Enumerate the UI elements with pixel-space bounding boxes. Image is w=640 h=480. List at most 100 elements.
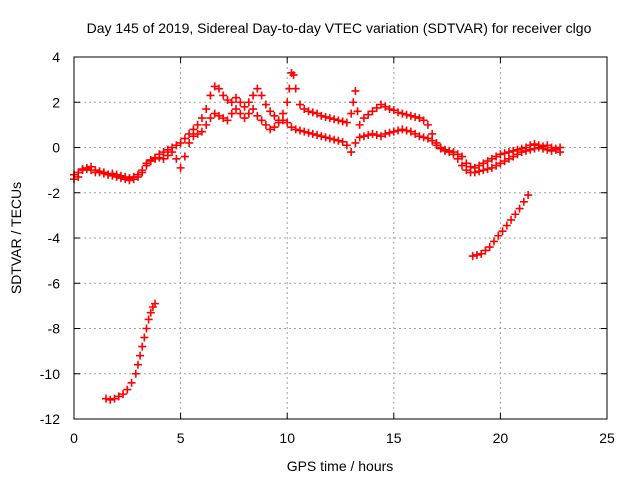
data-point: [249, 105, 258, 114]
data-point: [110, 394, 119, 403]
grid: [74, 57, 607, 419]
data-point: [472, 250, 481, 259]
data-point: [381, 102, 390, 111]
data-point: [500, 149, 509, 158]
data-point: [507, 215, 516, 224]
data-point: [377, 132, 386, 141]
data-point: [219, 91, 228, 100]
data-point: [244, 98, 253, 107]
data-point: [513, 150, 522, 159]
data-point: [479, 159, 488, 168]
data-point: [253, 84, 262, 93]
data-point: [313, 131, 322, 140]
data-point: [283, 118, 292, 127]
data-point: [304, 128, 313, 137]
data-point: [483, 164, 492, 173]
data-point: [485, 243, 494, 252]
data-point: [253, 111, 262, 120]
data-point: [496, 150, 505, 159]
data-point: [492, 161, 501, 170]
data-point: [515, 204, 524, 213]
data-point: [504, 148, 513, 157]
data-point: [278, 109, 287, 118]
data-point: [295, 126, 304, 135]
y-tick-label: 4: [52, 49, 60, 65]
data-point: [176, 163, 185, 172]
data-point: [423, 120, 432, 129]
data-point: [389, 127, 398, 136]
data-point: [353, 107, 362, 116]
data-point: [249, 91, 258, 100]
data-point: [197, 114, 206, 123]
chart-title: Day 145 of 2019, Sidereal Day-to-day VTE…: [87, 20, 592, 36]
data-point: [355, 120, 364, 129]
data-point: [415, 132, 424, 141]
y-tick-label: -10: [40, 366, 60, 382]
data-point: [534, 143, 543, 152]
data-point: [287, 123, 296, 132]
data-point: [359, 114, 368, 123]
data-point: [193, 120, 202, 129]
data-point: [502, 221, 511, 230]
data-point: [524, 191, 533, 200]
data-point: [556, 148, 565, 157]
data-point: [223, 116, 232, 125]
data-point: [317, 111, 326, 120]
data-point: [359, 132, 368, 141]
data-point: [99, 168, 108, 177]
data-point: [364, 131, 373, 140]
data-point: [104, 170, 113, 179]
data-point: [368, 107, 377, 116]
data-point: [142, 159, 151, 168]
data-point: [423, 134, 432, 143]
data-point: [470, 168, 479, 177]
data-point: [494, 231, 503, 240]
data-point: [108, 171, 117, 180]
data-point: [244, 109, 253, 118]
data-point: [138, 342, 147, 351]
data-point: [325, 134, 334, 143]
data-point: [381, 129, 390, 138]
data-layer: [70, 68, 565, 404]
data-point: [487, 163, 496, 172]
data-point: [185, 138, 194, 147]
data-point: [355, 133, 364, 142]
data-point: [138, 166, 147, 175]
x-tick-label: 15: [386, 430, 402, 446]
data-point: [342, 118, 351, 127]
data-point: [189, 125, 198, 134]
data-point: [289, 71, 298, 80]
data-point: [436, 144, 445, 153]
data-point: [394, 108, 403, 117]
data-point: [487, 154, 496, 163]
data-point: [453, 154, 462, 163]
data-point: [330, 135, 339, 144]
data-point: [114, 392, 123, 401]
x-axis-label: GPS time / hours: [287, 458, 394, 474]
data-point: [402, 126, 411, 135]
data-point: [351, 86, 360, 95]
data-point: [551, 145, 560, 154]
data-point: [347, 109, 356, 118]
data-point: [291, 84, 300, 93]
data-point: [539, 144, 548, 153]
data-point: [530, 144, 539, 153]
data-point: [146, 155, 155, 164]
data-point: [415, 114, 424, 123]
data-point: [313, 109, 322, 118]
data-point: [308, 129, 317, 138]
data-point: [398, 109, 407, 118]
data-point: [261, 120, 270, 129]
series-track-early-drop: [101, 299, 160, 404]
y-tick-label: 0: [52, 140, 60, 156]
x-tick-label: 5: [177, 430, 185, 446]
data-point: [219, 114, 228, 123]
data-point: [206, 114, 215, 123]
data-point: [419, 133, 428, 142]
data-point: [385, 128, 394, 137]
data-point: [308, 108, 317, 117]
data-point: [155, 153, 164, 162]
data-point: [509, 152, 518, 161]
data-point: [440, 146, 449, 155]
